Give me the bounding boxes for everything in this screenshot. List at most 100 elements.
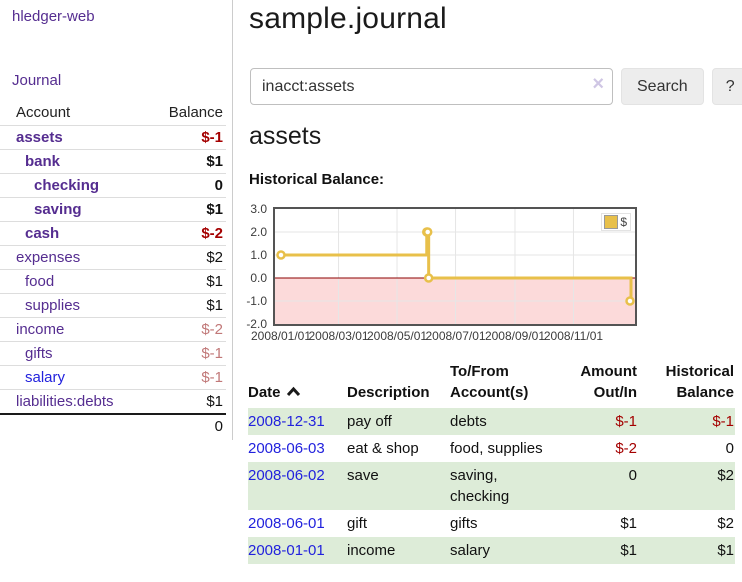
register-table: Date Description To/From Account(s) Amou… [248, 358, 735, 564]
account-link[interactable]: salary [25, 369, 66, 386]
account-balance: 0 [150, 173, 226, 198]
account-balance: $2 [150, 245, 226, 270]
account-link[interactable]: supplies [25, 297, 81, 314]
account-balance: $1 [150, 149, 226, 174]
date-header-label: Date [248, 384, 281, 401]
transaction-row: 2008-12-31 pay off debts $-1 $-1 [248, 408, 735, 435]
account-link[interactable]: liabilities:debts [16, 393, 114, 410]
y-tick-label: -2.0 [246, 317, 267, 331]
main-content: sample.journal × Search ? assets Histori… [246, 0, 742, 582]
register-header-amount: Amount Out/In [580, 363, 637, 401]
account-link[interactable]: assets [16, 129, 63, 146]
transaction-date-link[interactable]: 2008-06-02 [248, 467, 325, 484]
account-row: salary $-1 [0, 365, 226, 390]
x-tick-label: 2008/01/01 [250, 329, 312, 343]
accounts-table-header: Account Balance [0, 100, 226, 126]
accounts-header-balance: Balance [168, 104, 223, 121]
transaction-date-link[interactable]: 2008-06-03 [248, 440, 325, 457]
search-input[interactable] [250, 68, 613, 105]
account-balance: $-1 [150, 125, 226, 150]
clear-search-icon[interactable]: × [592, 73, 604, 95]
accounts-total-value: 0 [150, 413, 226, 438]
account-row: bank $1 [0, 149, 226, 174]
account-row: supplies $1 [0, 293, 226, 318]
transaction-date-link[interactable]: 2008-12-31 [248, 413, 325, 430]
legend-series-label: $ [620, 215, 627, 229]
account-link[interactable]: expenses [16, 249, 81, 266]
brand-link[interactable]: hledger-web [12, 8, 95, 25]
account-link[interactable]: cash [25, 225, 60, 242]
transaction-row: 2008-06-01 gift gifts $1 $2 [248, 510, 735, 537]
register-header-date[interactable]: Date [248, 358, 347, 408]
x-tick-label: 2008/07/01 [425, 329, 486, 343]
transaction-description: pay off [347, 413, 392, 430]
account-link[interactable]: food [25, 273, 55, 290]
balance-chart[interactable]: 3.0 2.0 1.0 0.0 -1.0 -2.0 2008/01/01 2008/03/0… [246, 202, 637, 343]
y-tick-label: -1.0 [246, 294, 267, 308]
chart-title: Historical Balance: [249, 171, 385, 188]
register-header-balance: Historical Balance [665, 363, 734, 401]
account-row: liabilities:debts $1 [0, 389, 226, 414]
y-tick-label: 3.0 [250, 202, 267, 216]
account-row: income $-2 [0, 317, 226, 342]
accounts-header-account: Account [16, 104, 71, 121]
transaction-description: income [347, 542, 396, 559]
account-heading: assets [249, 122, 322, 150]
transaction-accounts: saving, checking [450, 467, 510, 505]
chart-x-axis-labels: 2008/01/01 2008/03/01 2008/05/01 2008/07/01… [251, 326, 635, 343]
account-balance: $1 [150, 269, 226, 294]
transaction-date-link[interactable]: 2008-06-01 [248, 515, 325, 532]
account-row: cash $-2 [0, 221, 226, 246]
account-link[interactable]: gifts [25, 345, 53, 362]
account-balance: $1 [150, 293, 226, 318]
legend-swatch-icon [604, 215, 619, 229]
y-tick-label: 0.0 [250, 271, 267, 285]
search-form: × Search ? [250, 68, 742, 105]
transaction-amount: 0 [628, 467, 637, 484]
account-link[interactable]: saving [34, 201, 82, 218]
register-header-row: Date Description To/From Account(s) Amou… [248, 358, 735, 408]
transaction-description: gift [347, 515, 368, 532]
transaction-row: 2008-01-01 income salary $1 $1 [248, 537, 735, 564]
y-tick-label: 2.0 [250, 225, 267, 239]
transaction-amount: $-2 [615, 440, 637, 457]
transaction-description: eat & shop [347, 440, 419, 457]
account-row: food $1 [0, 269, 226, 294]
y-tick-label: 1.0 [250, 248, 267, 262]
transaction-accounts: food, supplies [450, 440, 543, 457]
account-link[interactable]: checking [34, 177, 100, 194]
x-tick-label: 2008/09/01 [484, 329, 545, 343]
x-tick-label: 2008/03/01 [308, 329, 369, 343]
account-row: checking 0 [0, 173, 226, 198]
account-balance: $1 [150, 389, 226, 414]
transaction-balance: $1 [717, 542, 734, 559]
x-tick-label: 2008/11/01 [543, 329, 604, 343]
account-link[interactable]: income [16, 321, 65, 338]
account-row: expenses $2 [0, 245, 226, 270]
search-button[interactable]: Search [621, 68, 704, 105]
account-row: saving $1 [0, 197, 226, 222]
transaction-balance: $-1 [712, 413, 734, 430]
account-balance: $-2 [150, 221, 226, 246]
transaction-balance: 0 [725, 440, 734, 457]
account-balance: $1 [150, 197, 226, 222]
transaction-amount: $1 [620, 515, 637, 532]
transaction-balance: $2 [717, 515, 734, 532]
transaction-amount: $-1 [615, 413, 637, 430]
transaction-accounts: gifts [450, 515, 478, 532]
transaction-date-link[interactable]: 2008-01-01 [248, 542, 325, 559]
sidebar-item-journal[interactable]: Journal [12, 72, 62, 89]
register-header-accounts: To/From Account(s) [450, 363, 529, 401]
page-title: sample.journal [249, 2, 447, 35]
help-button[interactable]: ? [711, 68, 742, 105]
chart-plot-area [275, 209, 635, 324]
transaction-description: save [347, 467, 379, 484]
transaction-amount: $1 [620, 542, 637, 559]
account-link[interactable]: bank [25, 153, 61, 170]
register-header-description: Description [347, 384, 430, 401]
accounts-total-row: 0 [0, 413, 226, 438]
transaction-row: 2008-06-03 eat & shop food, supplies $-2… [248, 435, 735, 462]
sidebar: hledger-web Journal Account Balance asse… [0, 0, 233, 440]
transaction-accounts: salary [450, 542, 491, 559]
